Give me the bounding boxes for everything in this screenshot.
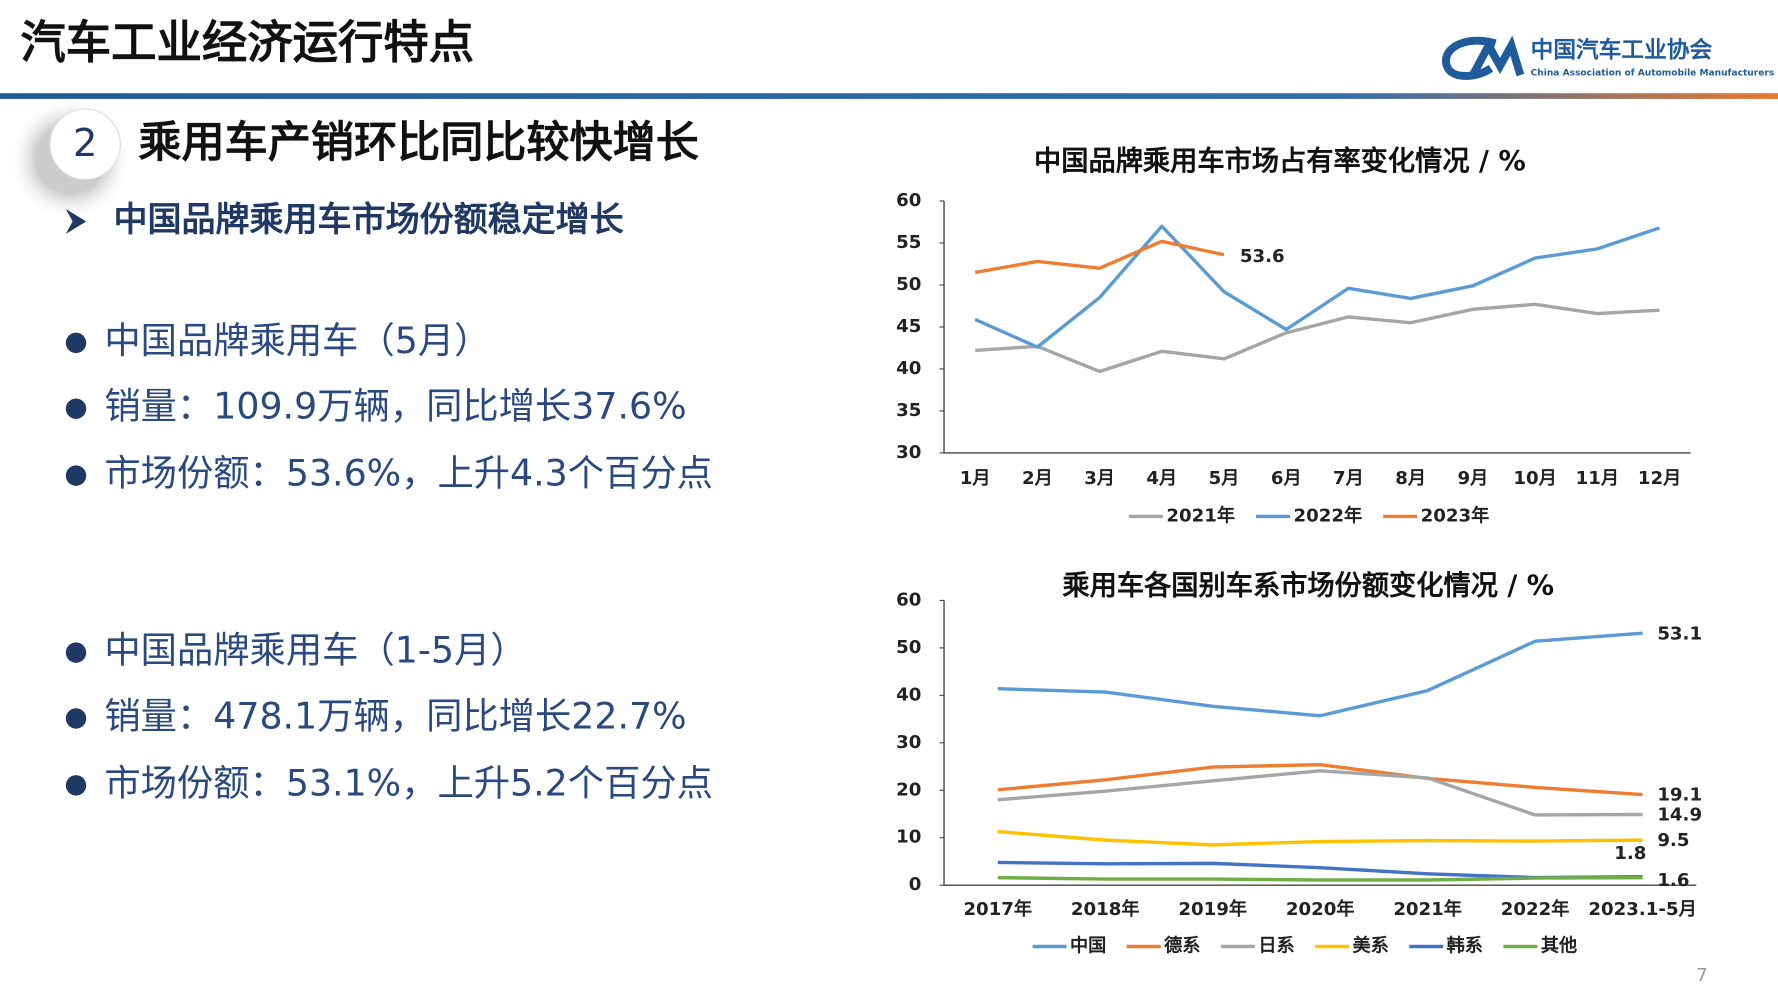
- series-line: [974, 239, 1225, 275]
- value-label: 1.6: [1657, 870, 1689, 891]
- y-tick-label: 30: [896, 442, 921, 463]
- value-label: 9.5: [1657, 830, 1689, 851]
- y-tick-label: 60: [896, 589, 921, 610]
- series-line: [974, 224, 1661, 349]
- legend-label: 日系: [1258, 935, 1294, 956]
- legend-label: 其他: [1541, 934, 1577, 956]
- legend-label: 德系: [1164, 934, 1200, 956]
- y-tick-label: 30: [896, 732, 921, 753]
- y-tick-label: 10: [896, 827, 921, 848]
- y-tick-label: 50: [896, 637, 921, 658]
- value-label: 53.6: [1240, 246, 1285, 267]
- x-tick-label: 2月: [1022, 468, 1053, 489]
- bullet-dot: [65, 775, 87, 796]
- x-tick-label: 3月: [1084, 468, 1115, 489]
- bullet-dot: [65, 465, 87, 486]
- x-tick-label: 2018年: [1071, 898, 1140, 920]
- y-tick-label: 45: [896, 316, 921, 337]
- x-tick-label: 12月: [1638, 468, 1681, 489]
- x-tick-label: 2019年: [1178, 898, 1247, 920]
- bullet-text: 中国品牌乘用车（1-5月）: [104, 629, 526, 672]
- x-tick-label: 11月: [1576, 468, 1619, 489]
- logo-en: China Association of Automobile Manufact…: [1531, 68, 1775, 78]
- header-title: 汽车工业经济运行特点: [20, 16, 474, 69]
- x-tick-label: 1月: [960, 468, 991, 489]
- legend-label: 2022年: [1294, 504, 1363, 526]
- x-tick-label: 2023.1-5月: [1588, 899, 1696, 920]
- y-tick-label: 40: [896, 684, 921, 705]
- y-tick-label: 0: [909, 874, 922, 895]
- series-line: [997, 762, 1643, 797]
- legend-label: 美系: [1353, 934, 1389, 956]
- bullet-dot: [65, 642, 87, 663]
- bullet-text: 销量：109.9万辆，同比增长37.6%: [104, 385, 686, 428]
- series-line: [997, 631, 1643, 718]
- y-tick-label: 40: [896, 358, 921, 379]
- y-tick-label: 35: [896, 400, 921, 421]
- value-label: 1.8: [1614, 843, 1646, 864]
- value-label: 53.1: [1657, 623, 1702, 644]
- bullet-text: 市场份额：53.1%，上升5.2个百分点: [104, 761, 713, 804]
- bullet-text: 销量：478.1万辆，同比增长22.7%: [104, 694, 686, 737]
- y-tick-label: 20: [896, 779, 921, 800]
- logo-mark: [1469, 35, 1525, 77]
- x-tick-label: 4月: [1146, 468, 1177, 489]
- value-label: 14.9: [1657, 805, 1702, 826]
- bullet-text: 市场份额：53.6%，上升4.3个百分点: [104, 452, 713, 495]
- y-tick-label: 50: [896, 274, 921, 295]
- x-tick-label: 2021年: [1393, 898, 1462, 920]
- section-number: 2: [73, 121, 98, 166]
- y-tick-label: 55: [896, 232, 921, 253]
- chart-title: 乘用车各国别车系市场份额变化情况 / %: [1062, 569, 1554, 601]
- series-line: [975, 302, 1660, 374]
- series-line: [997, 829, 1643, 847]
- x-tick-label: 9月: [1457, 468, 1488, 489]
- header-rule: [0, 93, 1778, 99]
- x-tick-label: 6月: [1271, 468, 1302, 489]
- x-tick-label: 7月: [1333, 468, 1364, 489]
- page-number: 7: [1696, 965, 1708, 986]
- legend-label: 2021年: [1166, 504, 1235, 526]
- logo: 中国汽车工业协会 China Association of Automobile…: [1442, 35, 1775, 80]
- legend-label: 中国: [1070, 934, 1106, 956]
- x-tick-label: 10月: [1513, 468, 1556, 489]
- bullet-dot: [65, 398, 87, 419]
- legend-label: 2023年: [1421, 504, 1490, 526]
- series-line: [997, 860, 1643, 880]
- x-tick-label: 5月: [1209, 468, 1240, 489]
- logo-cn: 中国汽车工业协会: [1531, 37, 1713, 64]
- x-tick-label: 2022年: [1501, 898, 1570, 920]
- badge: [49, 108, 121, 181]
- value-label: 19.1: [1657, 785, 1702, 806]
- x-tick-label: 2017年: [963, 898, 1032, 920]
- series-line: [997, 769, 1643, 817]
- subtitle-arrow: [65, 208, 87, 234]
- bullet-text: 中国品牌乘用车（5月）: [104, 319, 490, 362]
- section-title: 乘用车产销环比同比较快增长: [138, 118, 698, 168]
- bullet-dot: [65, 332, 87, 354]
- chart-title: 中国品牌乘用车市场占有率变化情况 / %: [1034, 145, 1526, 177]
- y-tick-label: 60: [896, 190, 921, 211]
- section-subtitle: 中国品牌乘用车市场份额稳定增长: [113, 200, 623, 240]
- series-line: [997, 875, 1643, 882]
- x-tick-label: 8月: [1395, 468, 1426, 489]
- bullet-dot: [65, 708, 87, 729]
- x-tick-label: 2020年: [1286, 898, 1355, 920]
- legend-label: 韩系: [1447, 934, 1483, 956]
